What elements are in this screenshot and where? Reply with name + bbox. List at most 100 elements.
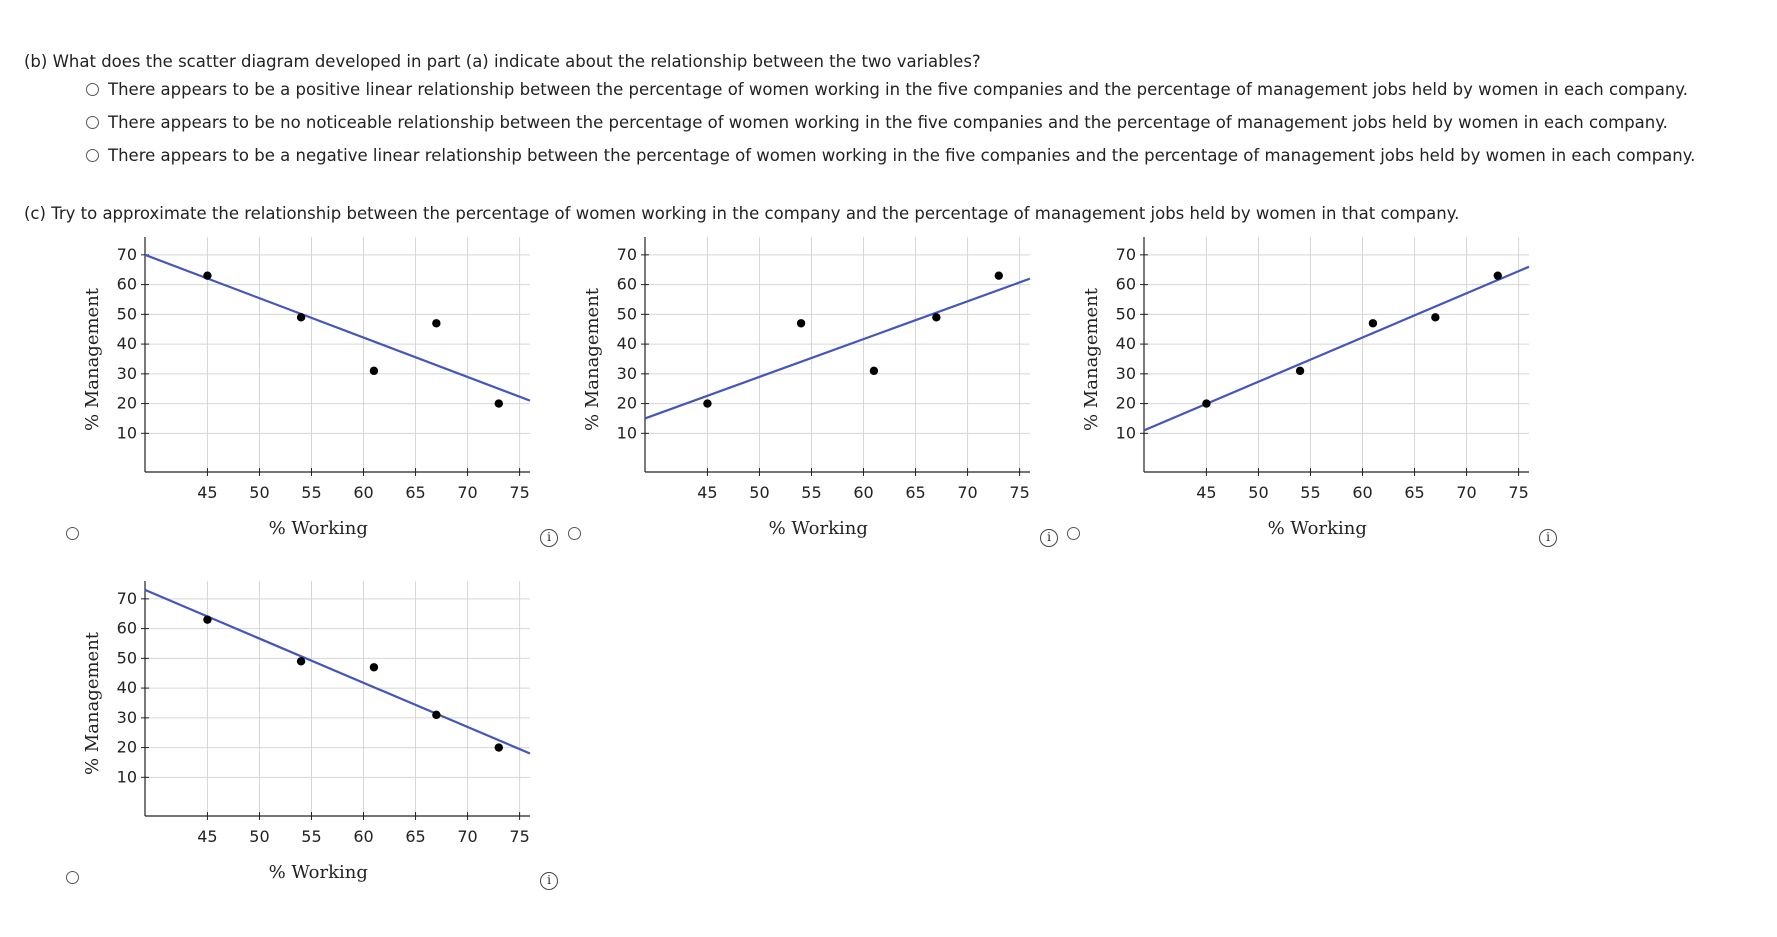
x-tick-label: 55 <box>1300 483 1320 502</box>
scatter-chart-1: 45 50 55 60 65 70 75 10 20 30 40 50 60 70 % Working % M… <box>80 232 540 546</box>
graph-option-1-radio[interactable] <box>66 527 79 540</box>
data-point <box>203 271 212 280</box>
y-tick-label: 10 <box>617 423 637 442</box>
x-tick-label: 45 <box>1196 483 1216 502</box>
x-tick-label: 75 <box>509 483 529 502</box>
x-tick-label: 65 <box>405 483 425 502</box>
grid-lines <box>1144 237 1529 472</box>
y-tick-label: 70 <box>117 245 137 264</box>
x-tick-label: 65 <box>905 483 925 502</box>
y-tick-label: 70 <box>117 589 137 608</box>
x-tick-label: 70 <box>957 483 977 502</box>
x-tick-label: 55 <box>301 483 321 502</box>
info-icon[interactable]: i <box>540 872 558 890</box>
chart-svg: 45 50 55 60 65 70 75 10 20 30 40 50 60 70 % Working % M… <box>82 237 531 539</box>
data-point <box>369 663 379 672</box>
y-tick-label: 40 <box>617 334 637 353</box>
y-tick-label: 40 <box>1116 334 1136 353</box>
part-b-option-none[interactable]: There appears to be no noticeable relati… <box>86 113 1668 132</box>
y-axis-title: % Management <box>82 287 103 431</box>
x-tick-label: 75 <box>1009 483 1029 502</box>
x-tick-label: 60 <box>353 827 373 846</box>
x-tick-label: 60 <box>353 483 373 502</box>
x-tick-label: 55 <box>801 483 821 502</box>
grid-lines <box>145 581 530 816</box>
data-point <box>932 313 941 322</box>
x-tick-label: 45 <box>197 827 217 846</box>
fit-line <box>1143 265 1530 432</box>
y-tick-label: 40 <box>117 334 137 353</box>
x-axis-title: % Working <box>269 518 368 539</box>
x-tick-label: 50 <box>749 483 769 502</box>
y-tick-label: 20 <box>117 738 137 757</box>
data-point <box>432 319 441 328</box>
x-tick-label: 65 <box>405 827 425 846</box>
graph-option-3-radio[interactable] <box>1067 527 1080 540</box>
y-tick-label: 30 <box>1116 364 1136 383</box>
x-tick-label: 70 <box>457 483 477 502</box>
info-icon[interactable]: i <box>1539 529 1557 547</box>
y-tick-label: 70 <box>617 245 637 264</box>
y-tick-label: 50 <box>1116 304 1136 323</box>
y-axis-title: % Management <box>82 631 103 775</box>
x-tick-label: 60 <box>853 483 873 502</box>
chart-svg: 45 50 55 60 65 70 75 10 20 30 40 50 60 70 % Working % M… <box>1081 237 1530 539</box>
option-label: There appears to be a negative linear re… <box>108 146 1696 165</box>
y-tick-label: 60 <box>117 275 137 294</box>
y-tick-label: 40 <box>117 678 137 697</box>
scatter-chart-2: 45 50 55 60 65 70 75 10 20 30 40 50 60 70 % Working % M… <box>580 232 1040 546</box>
x-tick-label: 60 <box>1352 483 1372 502</box>
data-point <box>494 743 503 752</box>
y-axis-title: % Management <box>1081 287 1102 431</box>
y-tick-label: 50 <box>617 304 637 323</box>
x-tick-label: 65 <box>1404 483 1424 502</box>
radio-button[interactable] <box>86 149 99 162</box>
x-axis-title: % Working <box>269 862 368 883</box>
grid-lines <box>145 237 530 472</box>
graph-option-2-radio[interactable] <box>568 527 581 540</box>
x-tick-label: 75 <box>1508 483 1528 502</box>
part-c-question: (c) Try to approximate the relationship … <box>24 204 1460 223</box>
fit-line <box>144 253 531 402</box>
y-tick-label: 50 <box>117 648 137 667</box>
fit-line <box>644 277 1031 420</box>
info-icon[interactable]: i <box>540 529 558 547</box>
x-tick-label: 70 <box>1456 483 1476 502</box>
data-point <box>994 271 1003 280</box>
y-axis-title: % Management <box>582 287 603 431</box>
chart-svg: 45 50 55 60 65 70 75 10 20 30 40 50 60 70 % Working % M… <box>582 237 1031 539</box>
data-point <box>203 615 212 624</box>
data-point <box>494 399 503 408</box>
x-tick-label: 55 <box>301 827 321 846</box>
chart-svg: 45 50 55 60 65 70 75 10 20 30 40 50 60 70 % Working % M… <box>82 581 531 883</box>
radio-button[interactable] <box>86 83 99 96</box>
data-point <box>869 366 879 376</box>
data-point <box>296 657 306 666</box>
data-point <box>369 366 379 376</box>
graph-option-4-radio[interactable] <box>66 871 79 884</box>
x-tick-label: 45 <box>197 483 217 502</box>
grid-lines <box>645 237 1030 472</box>
x-tick-label: 45 <box>697 483 717 502</box>
y-tick-label: 30 <box>117 708 137 727</box>
y-tick-label: 10 <box>117 767 137 786</box>
x-axis-title: % Working <box>1268 518 1367 539</box>
data-point <box>1295 366 1305 376</box>
part-b-option-positive[interactable]: There appears to be a positive linear re… <box>86 80 1688 99</box>
data-point <box>296 313 306 322</box>
y-tick-label: 60 <box>1116 275 1136 294</box>
data-point <box>432 710 441 720</box>
x-tick-label: 50 <box>249 483 269 502</box>
x-axis-title: % Working <box>769 518 868 539</box>
y-tick-label: 30 <box>617 364 637 383</box>
option-label: There appears to be no noticeable relati… <box>108 113 1668 132</box>
info-icon[interactable]: i <box>1040 529 1058 547</box>
radio-button[interactable] <box>86 116 99 129</box>
x-tick-label: 50 <box>1248 483 1268 502</box>
y-tick-label: 50 <box>117 304 137 323</box>
x-tick-label: 50 <box>249 827 269 846</box>
scatter-chart-3: 45 50 55 60 65 70 75 10 20 30 40 50 60 70 % Working % M… <box>1079 232 1539 546</box>
y-tick-label: 60 <box>117 619 137 638</box>
data-point <box>796 319 806 328</box>
part-b-option-negative[interactable]: There appears to be a negative linear re… <box>86 146 1695 165</box>
